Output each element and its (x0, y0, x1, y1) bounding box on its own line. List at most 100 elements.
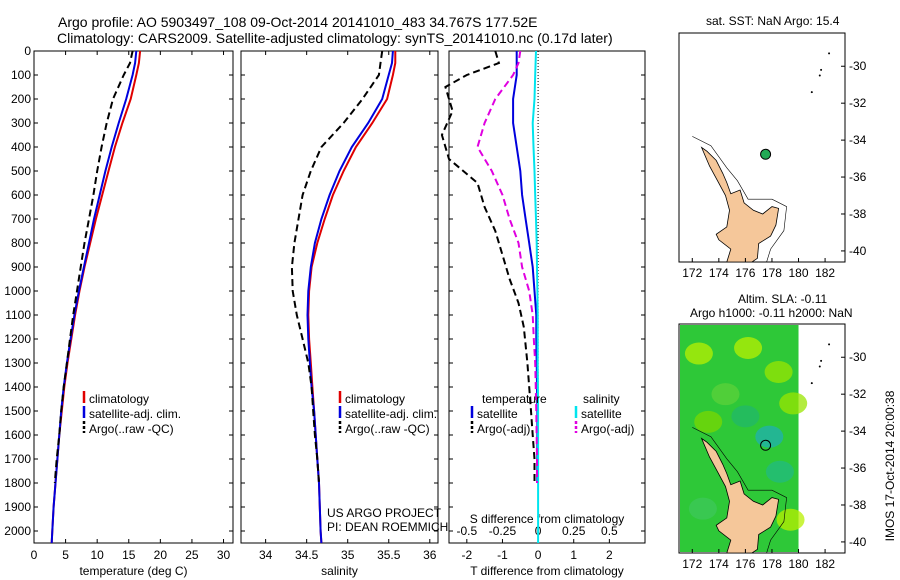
map-y-tick-label: -30 (849, 350, 867, 364)
y-tick-label: 700 (11, 212, 31, 226)
y-tick-label: 1800 (4, 476, 31, 490)
figure-title-line2: Climatology: CARS2009. Satellite-adjuste… (57, 30, 613, 46)
sla-map-title-line1: Altim. SLA: -0.11 (738, 292, 828, 306)
x-tick-label: -2 (461, 548, 472, 562)
project-annotation-line1: US ARGO PROJECT (327, 506, 442, 520)
y-tick-label: 1700 (4, 452, 31, 466)
island-dot (818, 74, 821, 77)
y-tick-label: 900 (11, 260, 31, 274)
x-tick-label: 15 (122, 548, 136, 562)
sst-map-title: sat. SST: NaN Argo: 15.4 (706, 14, 840, 28)
isobath-contour (692, 136, 787, 263)
x-tick-label: 35 (341, 548, 355, 562)
x-tick-label: 2 (606, 548, 613, 562)
x-tick-label: 10 (90, 548, 104, 562)
y-tick-label: 1400 (4, 380, 31, 394)
x-tick-label: 36 (423, 548, 437, 562)
y-tick-label: 0 (24, 44, 31, 58)
series-temperature-argo-adj- (440, 50, 536, 483)
x-axis-label: salinity (321, 564, 358, 578)
map-y-tick-label: -38 (849, 498, 867, 512)
island-dot (820, 359, 823, 362)
map-x-tick-label: 182 (815, 266, 835, 280)
sla-anomaly-blob (776, 508, 805, 531)
map-x-tick-label: 180 (789, 266, 809, 280)
legend-item: climatology (345, 392, 405, 406)
sla-anomaly-blob (779, 392, 808, 415)
y-tick-label: 1000 (4, 284, 31, 298)
legend-item: Argo(-adj) (581, 422, 634, 436)
legend-item: climatology (89, 392, 149, 406)
map-y-tick-label: -34 (849, 133, 867, 147)
x-tick-label: 1 (570, 548, 577, 562)
sla-anomaly-blob (694, 410, 723, 433)
island-dot (810, 91, 813, 94)
legend-item: Argo(..raw -QC) (89, 422, 174, 436)
sla-anomaly-blob (731, 405, 760, 428)
legend-item: Argo(..raw -QC) (345, 422, 430, 436)
sla-anomaly-blob (734, 337, 763, 360)
x-tick-label: -1 (497, 548, 508, 562)
y-tick-label: 500 (11, 164, 31, 178)
s-axis-label: S difference from climatology (470, 512, 625, 526)
series-salinity-argo-adj- (476, 50, 538, 483)
sla-anomaly-blob (765, 460, 794, 483)
x-tick-label: 35.5 (377, 548, 401, 562)
s-tick-label: -0.25 (489, 524, 517, 538)
argo-float-position-marker (760, 148, 772, 160)
legend-item: satellite-adj. clim. (89, 407, 181, 421)
island-dot (820, 68, 823, 71)
sla-anomaly-blob (688, 497, 717, 520)
legend-heading: temperature (482, 392, 547, 406)
sla-map-title-line2: Argo h1000: -0.11 h2000: NaN (690, 306, 853, 320)
salinity-panel-frame (240, 50, 439, 544)
x-tick-label: 34.5 (295, 548, 319, 562)
y-tick-label: 800 (11, 236, 31, 250)
map-y-tick-label: -30 (849, 59, 867, 73)
temperature-panel-frame (33, 50, 234, 544)
legend-item: satellite (581, 407, 622, 421)
imos-credit: IMOS 17-Oct-2014 20:00:38 (883, 390, 897, 542)
s-tick-label: 0.5 (601, 524, 618, 538)
map-y-tick-label: -36 (849, 170, 867, 184)
map-x-tick-label: 174 (709, 266, 729, 280)
x-tick-label: 25 (185, 548, 199, 562)
y-tick-label: 300 (11, 116, 31, 130)
x-tick-label: 0 (31, 548, 38, 562)
y-tick-label: 1500 (4, 404, 31, 418)
x-tick-label: 34 (259, 548, 273, 562)
map-y-tick-label: -40 (849, 244, 867, 258)
series-argo-raw-qc- (53, 50, 134, 484)
y-tick-label: 2000 (4, 524, 31, 538)
island-dot (810, 382, 813, 385)
map-x-tick-label: 178 (762, 557, 782, 571)
series-argo-raw-qc- (290, 50, 384, 484)
difference-panel-frame (448, 50, 646, 544)
map-x-tick-label: 176 (735, 557, 755, 571)
map-x-tick-label: 182 (815, 557, 835, 571)
s-tick-label: -0.5 (456, 524, 477, 538)
x-tick-label: 5 (62, 548, 69, 562)
y-tick-label: 1200 (4, 332, 31, 346)
figure-title-line1: Argo profile: AO 5903497_108 09-Oct-2014… (58, 14, 538, 30)
x-axis-label: temperature (deg C) (79, 564, 187, 578)
x-tick-label: 30 (217, 548, 231, 562)
x-axis-label: T difference from climatology (470, 564, 624, 578)
sla-map-land (700, 437, 780, 554)
map-x-tick-label: 178 (762, 266, 782, 280)
legend-item: Argo(-adj) (477, 422, 530, 436)
map-y-tick-label: -32 (849, 96, 867, 110)
map-x-tick-label: 176 (735, 266, 755, 280)
y-tick-label: 1300 (4, 356, 31, 370)
x-tick-label: 0 (535, 548, 542, 562)
island-dot (818, 365, 821, 368)
sla-anomaly-blob (755, 425, 784, 448)
map-y-tick-label: -36 (849, 461, 867, 475)
map-x-tick-label: 172 (682, 266, 702, 280)
y-tick-label: 400 (11, 140, 31, 154)
y-tick-label: 1600 (4, 428, 31, 442)
sla-anomaly-blob (764, 361, 793, 384)
y-tick-label: 200 (11, 92, 31, 106)
y-tick-label: 1100 (5, 308, 31, 322)
